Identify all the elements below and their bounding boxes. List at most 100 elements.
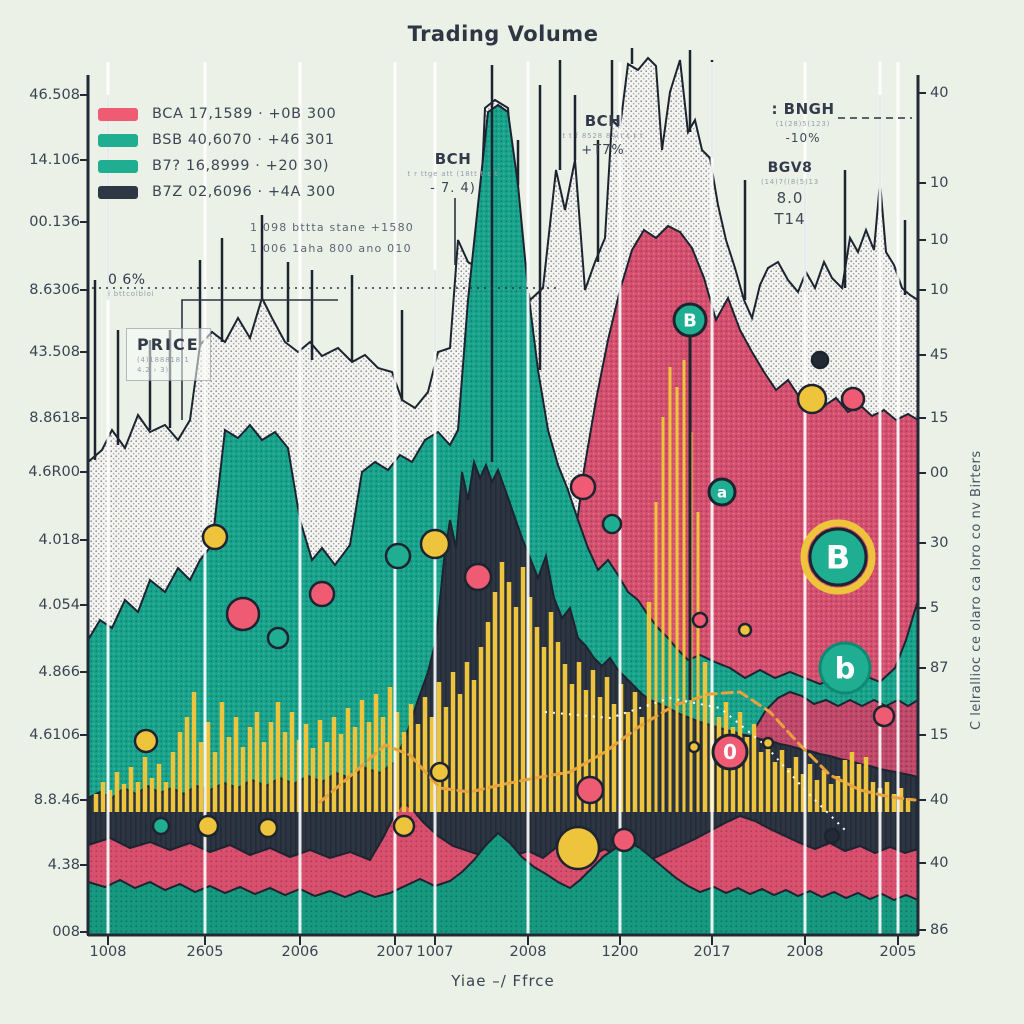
scatter-dot-teal xyxy=(601,513,623,535)
gold-volume-bars xyxy=(303,724,309,812)
y-axis-right-label: 15 xyxy=(930,410,949,426)
scatter-dot-ink xyxy=(810,350,830,370)
y-axis-left-label: 00.136 xyxy=(29,214,80,230)
annotation-percent-sub: i bttcolbloi xyxy=(108,290,155,298)
gold-volume-bars xyxy=(485,622,491,812)
coin-badge xyxy=(808,527,868,587)
scatter-dot-gold xyxy=(392,814,416,838)
gold-volume-bars xyxy=(170,752,176,812)
x-axis-label: 2017 xyxy=(693,944,731,960)
gold-volume-bars xyxy=(632,692,638,812)
gold-volume-bars xyxy=(366,722,372,812)
y-axis-right-label: 86 xyxy=(930,922,949,938)
y-axis-left-label: 4.6106 xyxy=(29,727,80,743)
gold-volume-bars xyxy=(268,722,274,812)
gold-volume-bars xyxy=(261,742,267,812)
scatter-dot-teal xyxy=(384,542,412,570)
gold-volume-bars xyxy=(828,784,834,812)
gold-volume-bars xyxy=(863,757,869,812)
gold-volume-bars xyxy=(779,750,785,812)
scatter-dot-ink xyxy=(823,827,841,845)
gold-volume-bars xyxy=(758,752,764,812)
gold-volume-bars xyxy=(541,647,547,812)
gold-volume-bars xyxy=(611,704,617,812)
gold-volume-bars xyxy=(520,567,526,812)
scatter-dot-gold xyxy=(257,817,279,839)
trend-line-white xyxy=(544,696,846,831)
scatter-dot-gold xyxy=(196,814,220,838)
gold-volume-bars xyxy=(429,717,435,812)
gold-volume-bars xyxy=(317,720,323,812)
y-axis-left-label: 4.054 xyxy=(38,597,80,613)
gold-volume-bars xyxy=(100,782,106,812)
gold-volume-bars xyxy=(310,748,316,812)
x-axis-label: 2007 xyxy=(376,944,414,960)
gold-volume-bars xyxy=(668,367,672,812)
gold-volume-bars xyxy=(387,687,393,812)
scatter-dot-gold xyxy=(687,740,701,754)
x-axis-label: 2605 xyxy=(186,944,224,960)
gold-volume-bars xyxy=(275,702,281,812)
gold-volume-bars xyxy=(590,670,596,812)
scatter-dot-gold xyxy=(555,825,601,871)
x-axis-label: 1007 xyxy=(416,944,454,960)
scatter-dot-pink xyxy=(575,775,605,805)
gold-volume-bars xyxy=(576,662,582,812)
y-axis-right-label: 45 xyxy=(930,347,949,363)
gold-volume-bars xyxy=(226,737,232,812)
gold-volume-bars xyxy=(114,772,120,812)
scatter-dot-pink xyxy=(840,386,866,412)
gold-volume-bars xyxy=(744,737,750,812)
gold-volume-bars xyxy=(93,794,99,812)
gold-volume-bars xyxy=(352,727,358,812)
gold-volume-bars xyxy=(569,684,575,812)
gold-volume-bars xyxy=(107,790,113,812)
gold-volume-bars xyxy=(282,732,288,812)
y-axis-left-label: 14.106 xyxy=(29,152,80,168)
annotation-price-sub1: (4)188818(1 xyxy=(137,356,190,364)
gold-volume-bars xyxy=(233,717,239,812)
y-axis-right-label: 87 xyxy=(930,660,949,676)
legend-label: B7? 16,8999 · +20 30) xyxy=(152,158,330,174)
annotation-times-line1: 1 098 bttta stane +1580 xyxy=(250,221,414,234)
legend-label: BCA 17,1589 · +0B 300 xyxy=(152,106,337,122)
x-axis-label: 1200 xyxy=(601,944,639,960)
y-axis-left-label: 8.8.46 xyxy=(33,792,80,808)
legend-swatch xyxy=(98,185,138,199)
y-axis-right-label: 40 xyxy=(930,792,949,808)
gold-volume-bars xyxy=(534,627,540,812)
annotation-bngh-title: : BNGH xyxy=(771,100,835,118)
gold-volume-bars xyxy=(415,724,421,812)
gold-volume-bars xyxy=(205,722,211,812)
y-axis-left-label: 4.018 xyxy=(38,532,80,548)
gold-volume-bars xyxy=(380,717,386,812)
y-axis-right-label: 15 xyxy=(930,727,949,743)
scatter-dot-pink xyxy=(691,611,709,629)
scatter-dot-teal xyxy=(266,626,290,650)
annotation-bch-center-value: +T7% xyxy=(581,143,625,158)
badge-glyph: b xyxy=(835,651,856,685)
annotation-times-line2: 1 006 1aha 800 ano 010 xyxy=(250,241,412,255)
scatter-dot-pink xyxy=(308,580,336,608)
y-axis-right-label: 40 xyxy=(930,85,949,101)
gold-volume-bars xyxy=(499,562,505,812)
legend-swatch xyxy=(98,107,138,121)
legend-item: B7? 16,8999 · +20 30) xyxy=(98,158,336,174)
gold-volume-bars xyxy=(191,692,197,812)
gold-volume-bars xyxy=(751,724,757,812)
gold-volume-bars xyxy=(198,742,204,812)
y-axis-right-label: 10 xyxy=(930,282,949,298)
gold-volume-bars xyxy=(450,672,456,812)
gold-volume-bars xyxy=(240,747,246,812)
gold-volume-bars xyxy=(436,682,442,812)
gold-volume-bars xyxy=(247,727,253,812)
y-axis-right-label: 10 xyxy=(930,175,949,191)
annotation-bngh-value: -10% xyxy=(785,131,821,145)
scatter-dot-gold xyxy=(201,523,229,551)
gold-volume-bars xyxy=(219,702,225,812)
legend-item: BCA 17,1589 · +0B 300 xyxy=(98,106,336,122)
badge-ring xyxy=(800,519,876,595)
y-axis-right-label: 5 xyxy=(930,600,940,616)
